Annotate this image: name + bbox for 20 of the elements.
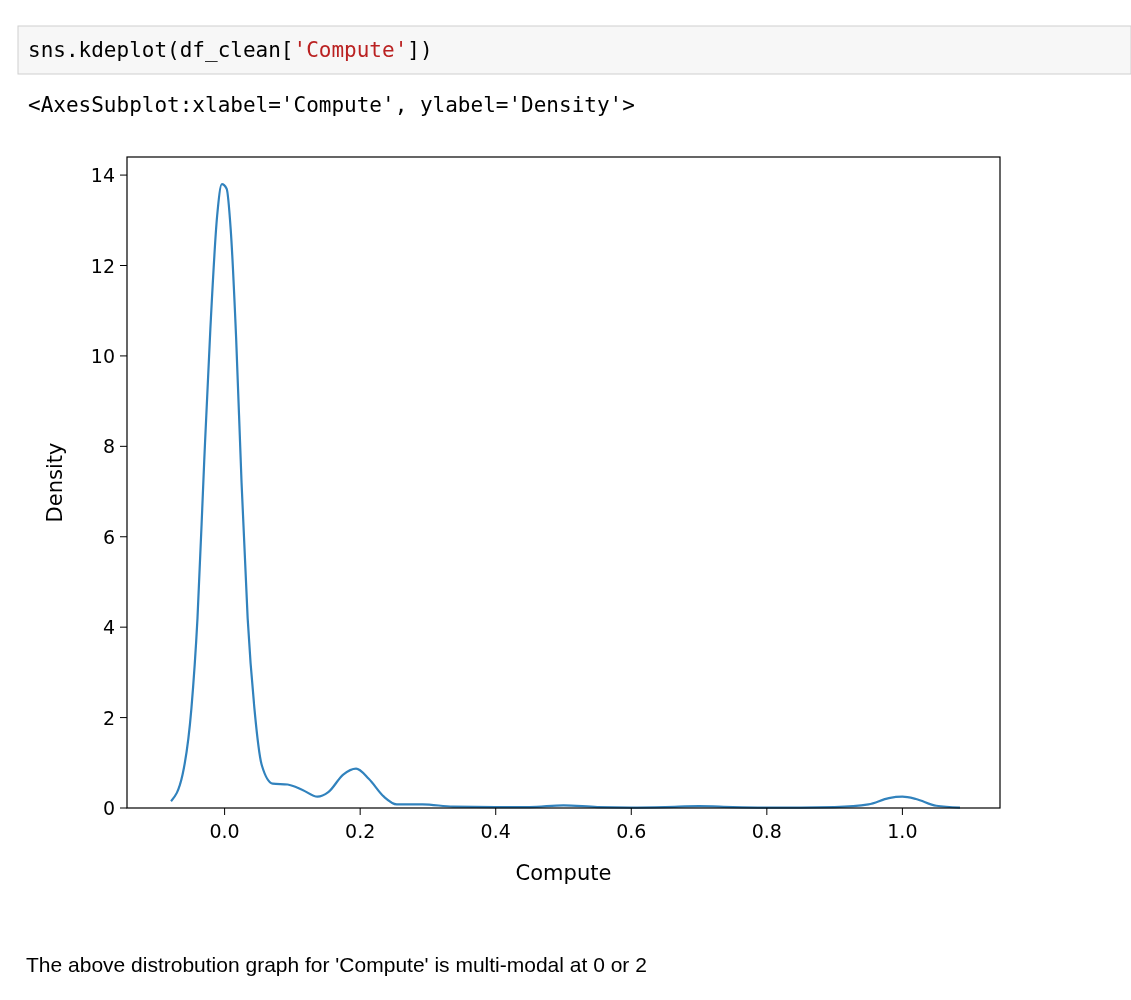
y-tick-label: 2 — [102, 706, 115, 729]
x-tick-label: 0.0 — [209, 820, 240, 842]
y-tick-label: 8 — [102, 435, 115, 458]
text: <AxesSubplot:xlabel='Compute', ylabel='Density'> — [28, 93, 635, 117]
y-tick-label: 12 — [90, 254, 115, 277]
text: The above distrobution graph for 'Compute' is multi-modal at 0 or 2 — [26, 953, 647, 976]
y-tick-label: 14 — [90, 164, 115, 187]
y-tick-label: 10 — [90, 344, 115, 367]
y-tick-label: 4 — [102, 616, 115, 639]
x-tick-label: 1.0 — [887, 820, 918, 842]
x-tick-label: 0.8 — [751, 820, 782, 842]
x-tick-label: 0.2 — [345, 820, 376, 842]
text: sns.kdeplot(df_clean['Compute']) — [28, 38, 433, 62]
x-tick-label: 0.6 — [616, 820, 647, 842]
y-axis-title: Density — [43, 442, 67, 523]
y-tick-label: 6 — [102, 525, 115, 548]
x-tick-label: 0.4 — [480, 820, 511, 842]
line-series — [169, 183, 962, 809]
x-axis-title: Compute — [515, 861, 612, 885]
y-tick-label: 0 — [102, 797, 115, 819]
